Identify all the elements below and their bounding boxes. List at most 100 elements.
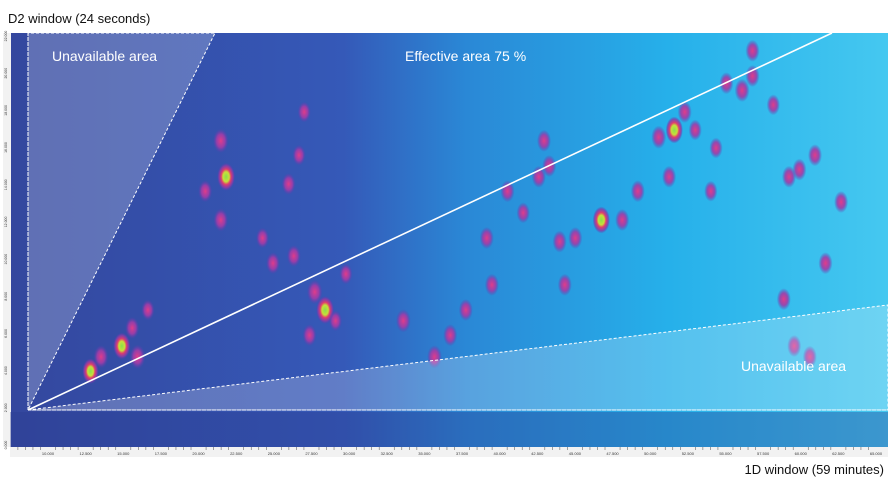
x-tick-label: 60.000	[795, 451, 808, 456]
peak-spot	[500, 180, 515, 203]
x-tick-label: 45.000	[569, 451, 582, 456]
x-tick-label: 20.000	[192, 451, 205, 456]
peak-spot	[129, 344, 146, 369]
peak-spot	[688, 119, 702, 141]
peak-spot	[213, 128, 229, 153]
y-tick-label: 18.000	[4, 105, 8, 116]
peak-spot	[113, 332, 131, 360]
peak-spot	[93, 345, 109, 369]
peak-spot	[734, 78, 750, 102]
peak-spot	[479, 227, 494, 249]
y-axis-ticks: 0.000 2.000 4.000 6.000 8.000 10.000 12.000 14.…	[4, 31, 8, 450]
x-tick-label: 57.500	[757, 451, 770, 456]
peak-spot	[395, 309, 411, 333]
peak-spot	[745, 65, 760, 87]
y-tick-label: 0.000	[4, 441, 8, 450]
x-tick-label: 15.000	[117, 451, 130, 456]
peak-spot	[82, 358, 99, 385]
x-tick-label: 62.500	[832, 451, 845, 456]
peak-spot	[458, 299, 473, 321]
y-tick-label: 22.000	[4, 31, 8, 42]
peak-spot	[484, 273, 499, 296]
diagonal-line	[27, 32, 833, 411]
peak-spot	[665, 116, 683, 144]
x-tick-label: 52.500	[682, 451, 695, 456]
peak-spot	[802, 345, 817, 368]
y-tick-label: 2.000	[4, 403, 8, 412]
peak-spot	[198, 180, 213, 203]
unavailable-area-top	[27, 32, 216, 411]
peak-spot	[557, 273, 572, 296]
x-axis-ticks: 10.000 12.500 15.000 17.500 20.000 22.500 25.0…	[17, 447, 883, 456]
y-axis-ruler	[3, 33, 11, 447]
peak-spot	[818, 252, 833, 275]
y-tick-label: 20.000	[4, 68, 8, 79]
peak-spot	[615, 209, 630, 231]
peak-spot	[808, 144, 822, 167]
peak-spot	[745, 39, 760, 62]
x-tick-label: 37.500	[456, 451, 469, 456]
peak-spot	[766, 94, 780, 116]
x-tick-label: 42.500	[531, 451, 544, 456]
peak-spot	[443, 324, 458, 347]
y-tick-label: 10.000	[4, 254, 8, 265]
peak-spot	[709, 137, 723, 159]
peak-spot	[592, 206, 610, 234]
peak-layer	[82, 39, 849, 385]
peak-spot	[255, 227, 270, 249]
x-tick-label: 32.500	[381, 451, 394, 456]
x-tick-label: 10.000	[42, 451, 55, 456]
x-tick-label: 17.500	[155, 451, 168, 456]
peak-spot	[213, 208, 229, 232]
peak-spot	[630, 180, 645, 203]
x-tick-label: 47.500	[606, 451, 619, 456]
peak-spot	[306, 279, 323, 305]
peak-spot	[339, 263, 353, 285]
unavailable-area-bottom-label: Unavailable area	[741, 358, 846, 374]
x-tick-label: 25.000	[268, 451, 281, 456]
peak-spot	[427, 345, 442, 369]
x-tick-label: 12.500	[80, 451, 93, 456]
peak-spot	[552, 230, 567, 253]
plot-background	[10, 33, 888, 447]
peak-spot	[292, 144, 306, 166]
peak-spot	[125, 317, 140, 339]
y-axis-title: D2 window (24 seconds)	[8, 11, 150, 26]
peak-spot	[704, 180, 718, 202]
peak-spot	[792, 158, 807, 181]
x-axis-title: 1D window (59 minutes)	[745, 462, 884, 477]
y-tick-label: 8.000	[4, 292, 8, 301]
y-tick-label: 12.000	[4, 217, 8, 228]
y-tick-label: 4.000	[4, 366, 8, 375]
peak-spot	[217, 162, 236, 191]
y-tick-label: 6.000	[4, 329, 8, 338]
peak-spot	[281, 173, 296, 195]
peak-spot	[834, 191, 849, 213]
peak-spot	[568, 227, 583, 249]
peak-spot	[297, 101, 311, 123]
x-tick-label: 40.000	[494, 451, 507, 456]
peak-spot	[677, 101, 692, 123]
peak-spot	[776, 288, 791, 311]
x-axis-ruler	[10, 447, 888, 457]
peak-spot	[266, 252, 280, 275]
bottom-strip	[10, 412, 888, 447]
y-tick-label: 16.000	[4, 142, 8, 153]
effective-area-label: Effective area 75 %	[405, 48, 526, 64]
x-tick-label: 50.000	[644, 451, 657, 456]
peak-spot	[537, 129, 551, 152]
peak-spot	[141, 299, 155, 321]
peak-spot	[328, 310, 343, 332]
peak-spot	[651, 125, 667, 149]
peak-spot	[302, 324, 317, 347]
y-tick-label: 14.000	[4, 179, 8, 190]
x-tick-label: 65.000	[870, 451, 883, 456]
x-tick-label: 35.000	[418, 451, 431, 456]
peak-spot	[516, 202, 530, 224]
x-tick-label: 22.500	[230, 451, 243, 456]
x-tick-label: 27.500	[305, 451, 318, 456]
peak-spot	[662, 165, 677, 188]
peak-spot	[286, 245, 301, 267]
x-tick-label: 55.000	[719, 451, 732, 456]
